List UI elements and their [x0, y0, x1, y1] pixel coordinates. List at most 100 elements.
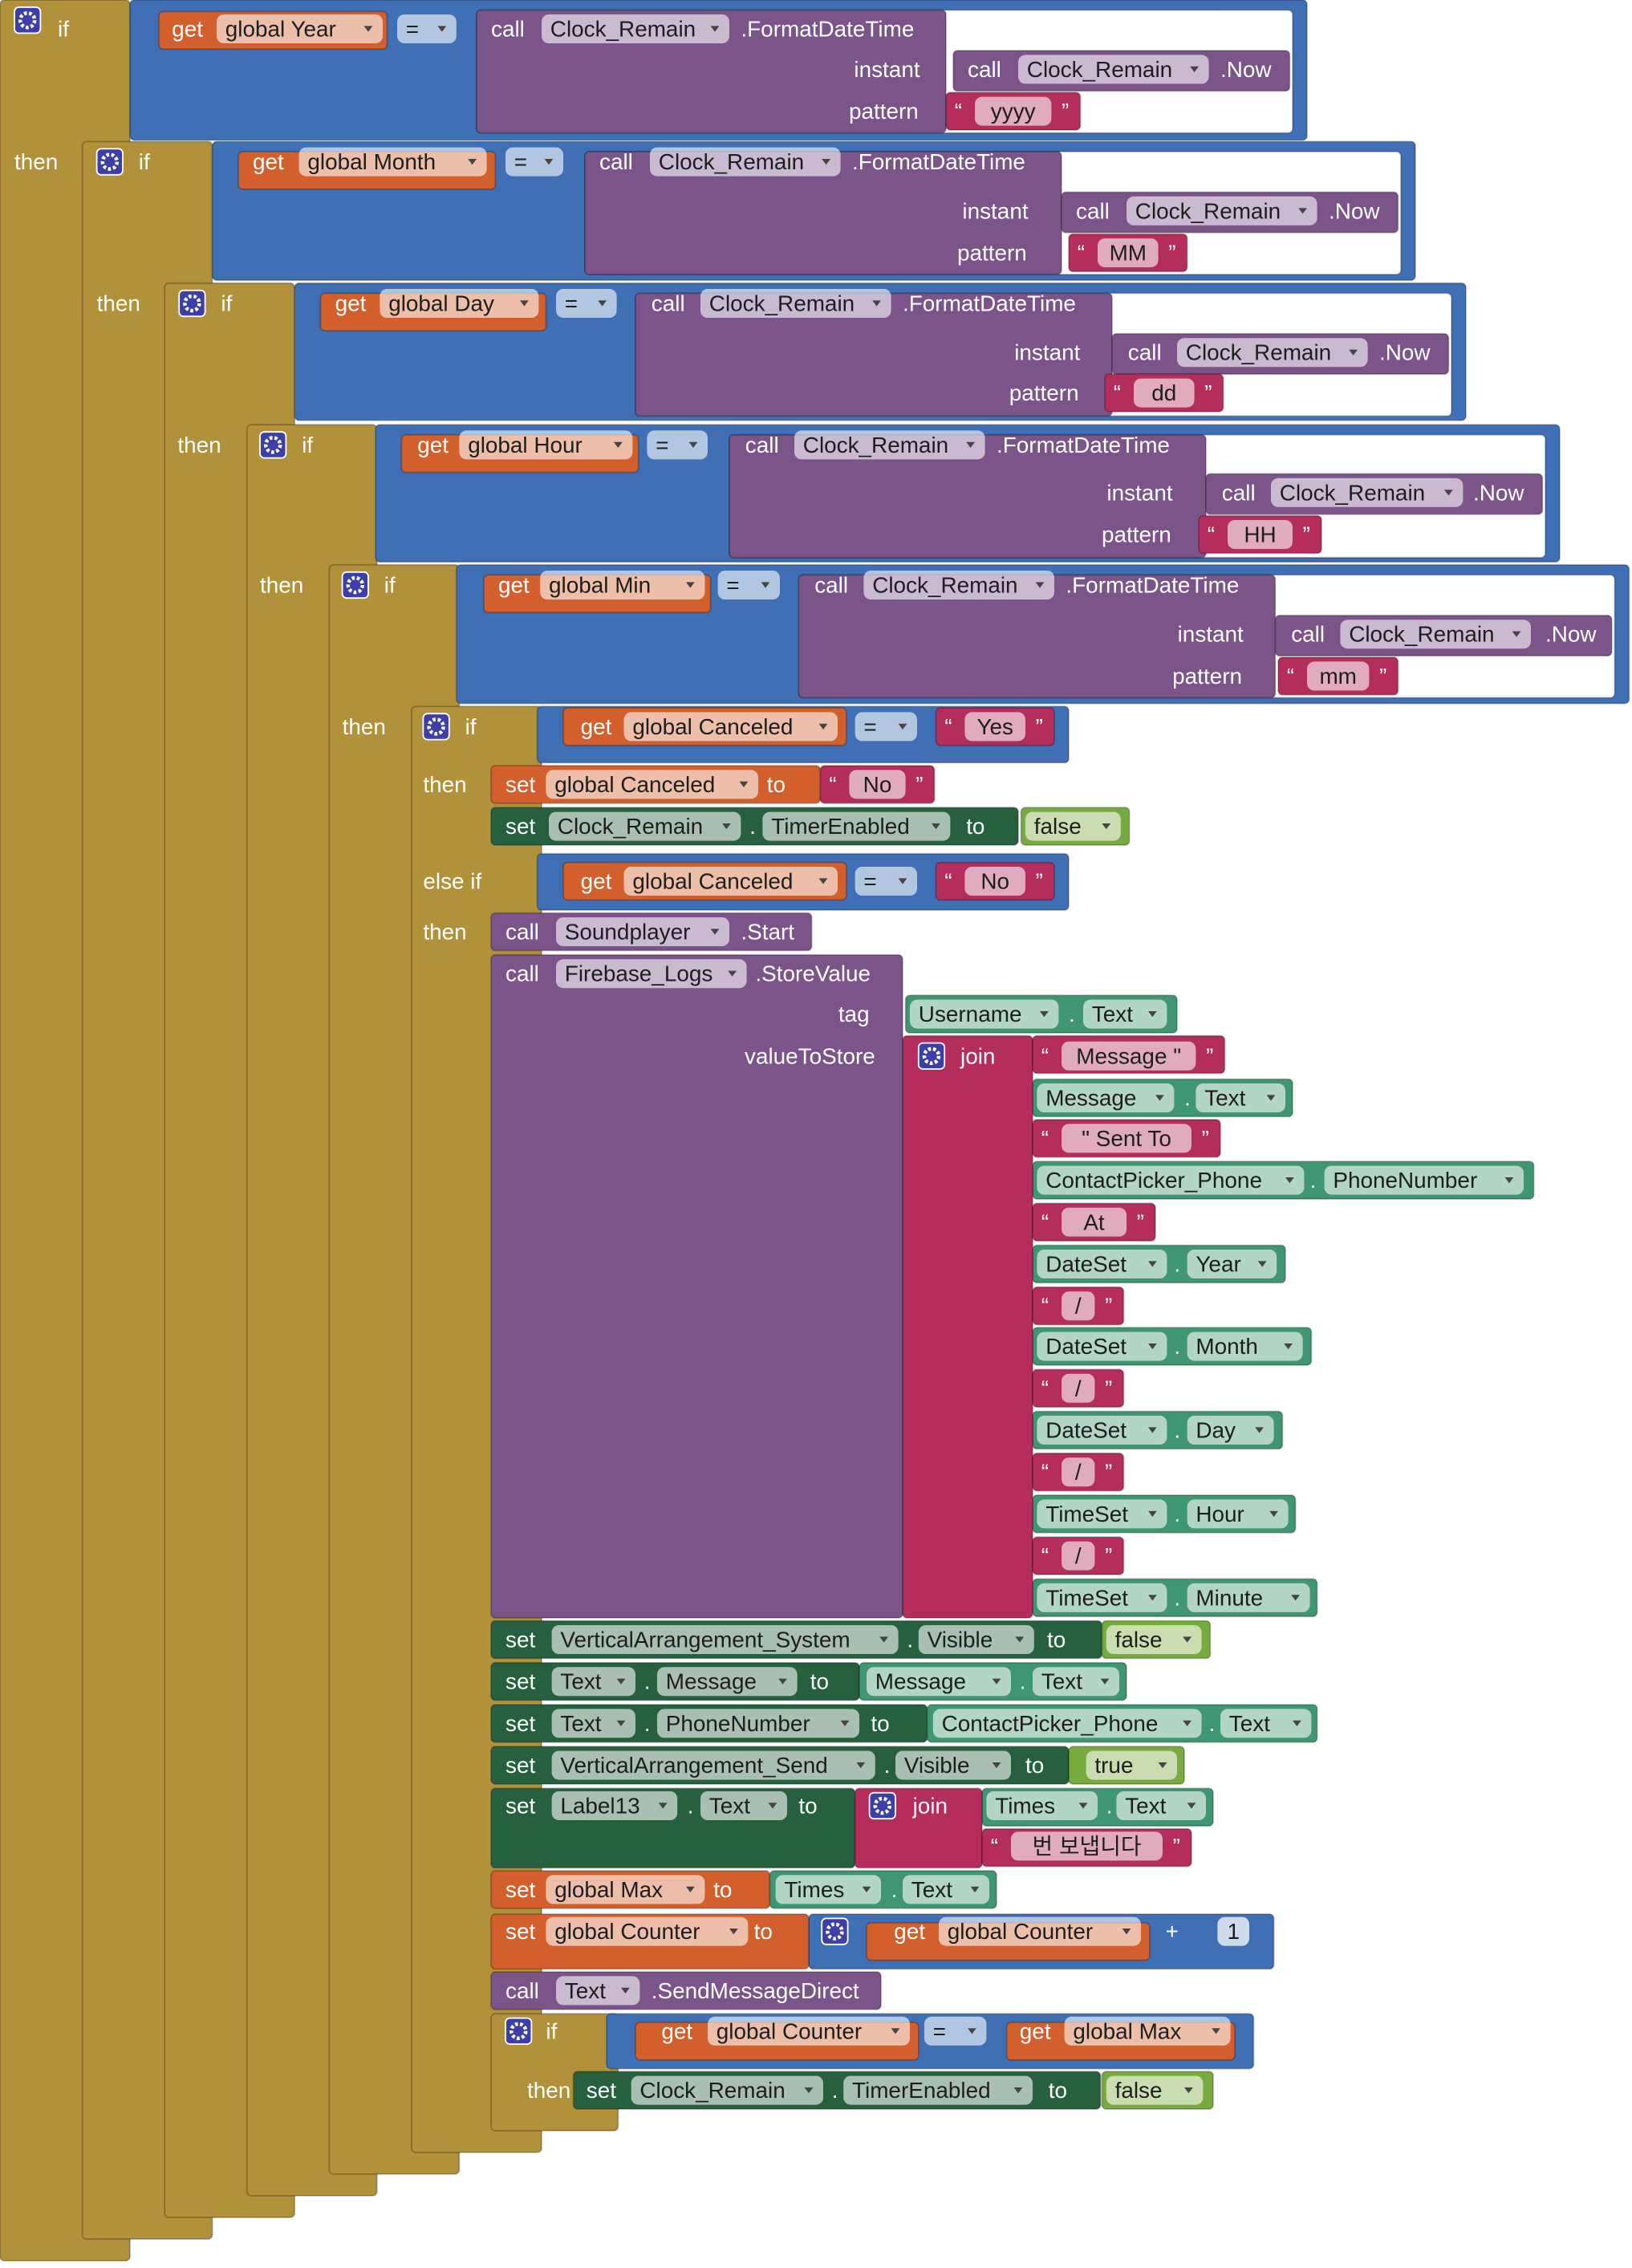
- dropdown-field[interactable]: [657, 1709, 859, 1738]
- number-field[interactable]: [1217, 1916, 1249, 1946]
- text-field[interactable]: [849, 770, 906, 799]
- text-field[interactable]: [1307, 661, 1370, 691]
- mutator-icon[interactable]: [505, 2017, 533, 2045]
- dropdown-field[interactable]: [895, 1750, 1011, 1780]
- dropdown-field[interactable]: [546, 1875, 705, 1904]
- dropdown-field[interactable]: [1106, 1625, 1202, 1654]
- dropdown-field[interactable]: [1116, 1791, 1206, 1820]
- dropdown-field[interactable]: [1187, 1416, 1274, 1445]
- text-field[interactable]: [1062, 1457, 1095, 1487]
- dropdown-field[interactable]: [775, 1875, 881, 1904]
- dropdown-field[interactable]: [1037, 1499, 1167, 1529]
- dropdown-field[interactable]: [217, 14, 383, 43]
- dropdown-field[interactable]: [1037, 1416, 1167, 1445]
- dropdown-field[interactable]: [932, 1709, 1202, 1738]
- dropdown-field[interactable]: [551, 1750, 875, 1780]
- mutator-icon[interactable]: [868, 1791, 896, 1820]
- dropdown-field[interactable]: [1187, 1499, 1289, 1529]
- mutator-icon[interactable]: [341, 571, 369, 600]
- dropdown-field[interactable]: [1127, 196, 1317, 226]
- dropdown-field[interactable]: [657, 1667, 798, 1697]
- dropdown-field[interactable]: [647, 430, 708, 460]
- dropdown-field[interactable]: [546, 1916, 749, 1946]
- dropdown-field[interactable]: [700, 1791, 787, 1820]
- mutator-icon[interactable]: [259, 431, 287, 459]
- dropdown-field[interactable]: [1187, 1331, 1303, 1361]
- dropdown-field[interactable]: [1187, 1250, 1277, 1278]
- dropdown-field[interactable]: [298, 147, 487, 177]
- dropdown-field[interactable]: [1037, 1083, 1175, 1112]
- dropdown-field[interactable]: [1196, 1083, 1285, 1112]
- dropdown-field[interactable]: [1037, 1583, 1167, 1612]
- text-field[interactable]: [1062, 1041, 1196, 1071]
- dropdown-field[interactable]: [623, 867, 838, 896]
- dropdown-field[interactable]: [855, 867, 917, 896]
- mutator-icon[interactable]: [917, 1042, 946, 1070]
- dropdown-field[interactable]: [986, 1791, 1098, 1820]
- mutator-icon[interactable]: [821, 1917, 849, 1945]
- mutator-icon[interactable]: [95, 148, 124, 176]
- dropdown-field[interactable]: [556, 1976, 640, 2006]
- dropdown-field[interactable]: [717, 571, 780, 600]
- dropdown-field[interactable]: [505, 147, 563, 177]
- text-field[interactable]: [1062, 1541, 1095, 1571]
- text-field[interactable]: [1062, 1207, 1127, 1237]
- dropdown-field[interactable]: [1086, 1750, 1177, 1780]
- dropdown-field[interactable]: [1271, 478, 1464, 507]
- dropdown-field[interactable]: [910, 999, 1059, 1029]
- text-field[interactable]: [1062, 1291, 1095, 1321]
- dropdown-field[interactable]: [939, 1916, 1141, 1946]
- dropdown-field[interactable]: [380, 289, 539, 318]
- dropdown-field[interactable]: [1064, 2016, 1231, 2046]
- text-field[interactable]: [964, 867, 1025, 896]
- dropdown-field[interactable]: [556, 289, 617, 318]
- dropdown-field[interactable]: [542, 14, 729, 43]
- dropdown-field[interactable]: [556, 959, 747, 989]
- dropdown-field[interactable]: [855, 712, 917, 742]
- dropdown-field[interactable]: [762, 811, 951, 841]
- dropdown-field[interactable]: [1037, 1165, 1305, 1195]
- dropdown-field[interactable]: [1187, 1583, 1310, 1612]
- dropdown-field[interactable]: [1083, 999, 1167, 1029]
- text-field[interactable]: [1134, 378, 1195, 408]
- dropdown-field[interactable]: [903, 1875, 989, 1904]
- dropdown-field[interactable]: [1340, 620, 1531, 649]
- dropdown-field[interactable]: [918, 1625, 1034, 1654]
- dropdown-field[interactable]: [540, 571, 705, 600]
- dropdown-field[interactable]: [1037, 1331, 1167, 1361]
- dropdown-field[interactable]: [1033, 1667, 1119, 1697]
- dropdown-field[interactable]: [863, 571, 1054, 600]
- text-field[interactable]: [1062, 1124, 1192, 1153]
- dropdown-field[interactable]: [708, 2016, 910, 2046]
- dropdown-field[interactable]: [1106, 2075, 1204, 2105]
- dropdown-field[interactable]: [551, 1667, 635, 1697]
- dropdown-field[interactable]: [700, 289, 891, 318]
- dropdown-field[interactable]: [867, 1667, 1011, 1697]
- dropdown-field[interactable]: [1037, 1250, 1167, 1278]
- mutator-icon[interactable]: [422, 713, 450, 741]
- dropdown-field[interactable]: [1025, 811, 1121, 841]
- dropdown-field[interactable]: [551, 1791, 678, 1820]
- text-field[interactable]: [1098, 238, 1159, 267]
- dropdown-field[interactable]: [794, 430, 985, 460]
- dropdown-field[interactable]: [631, 2075, 823, 2105]
- text-field[interactable]: [1062, 1373, 1095, 1403]
- dropdown-field[interactable]: [623, 712, 838, 742]
- mutator-icon[interactable]: [178, 289, 206, 318]
- text-field[interactable]: [1011, 1831, 1163, 1861]
- dropdown-field[interactable]: [546, 770, 758, 799]
- dropdown-field[interactable]: [843, 2075, 1033, 2105]
- dropdown-field[interactable]: [1324, 1165, 1524, 1195]
- dropdown-field[interactable]: [924, 2016, 987, 2046]
- dropdown-field[interactable]: [551, 1709, 635, 1738]
- text-field[interactable]: [1228, 520, 1293, 549]
- dropdown-field[interactable]: [1177, 338, 1368, 368]
- text-field[interactable]: [975, 96, 1052, 126]
- mutator-icon[interactable]: [14, 6, 42, 35]
- dropdown-field[interactable]: [397, 14, 457, 43]
- dropdown-field[interactable]: [1220, 1709, 1312, 1738]
- dropdown-field[interactable]: [650, 147, 841, 177]
- dropdown-field[interactable]: [459, 430, 633, 460]
- dropdown-field[interactable]: [1018, 55, 1209, 84]
- dropdown-field[interactable]: [556, 917, 729, 946]
